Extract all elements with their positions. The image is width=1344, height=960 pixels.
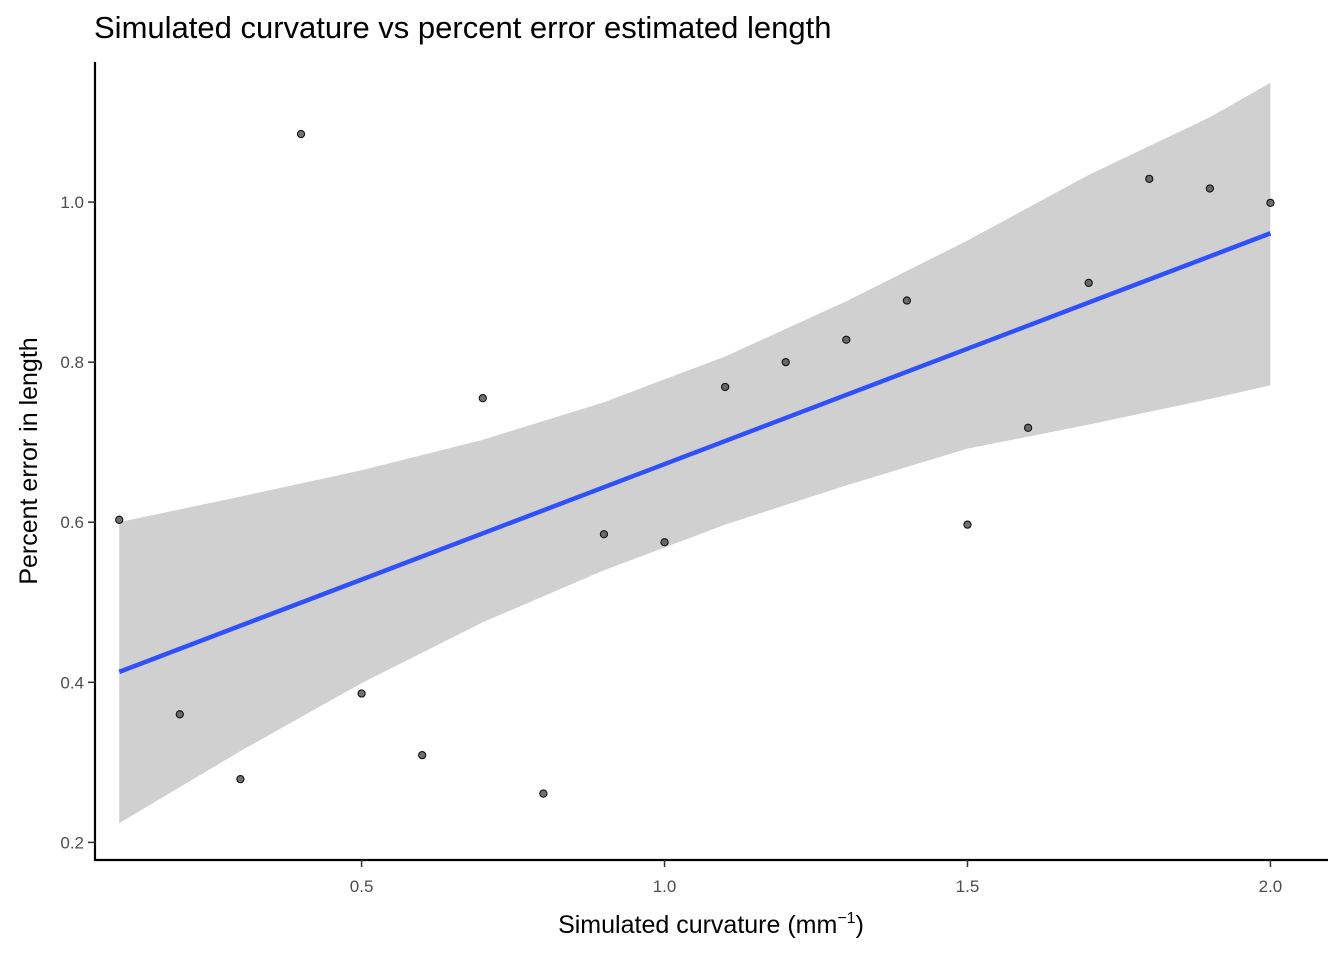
x-ticks: 0.5 1.0 1.5 2.0 bbox=[350, 860, 1282, 896]
y-tick-label: 0.6 bbox=[60, 513, 84, 532]
x-axis-title-main: Simulated curvature (mm bbox=[558, 911, 837, 939]
x-tick-label: 0.5 bbox=[350, 877, 374, 896]
data-point bbox=[660, 538, 669, 547]
x-tick-label: 2.0 bbox=[1259, 877, 1283, 896]
y-ticks: 0.2 0.4 0.6 0.8 1.0 bbox=[60, 193, 95, 852]
y-tick-label: 1.0 bbox=[60, 193, 84, 212]
data-point bbox=[599, 530, 609, 539]
x-tick-label: 1.0 bbox=[653, 877, 677, 896]
data-point bbox=[1145, 174, 1154, 184]
data-point bbox=[175, 710, 184, 719]
x-axis-title-superscript: −1 bbox=[837, 910, 855, 927]
fit-line-layer bbox=[118, 231, 1272, 675]
data-point bbox=[236, 775, 245, 784]
data-point bbox=[720, 382, 730, 392]
data-point bbox=[902, 296, 912, 305]
data-point bbox=[963, 520, 972, 529]
y-tick-label: 0.8 bbox=[60, 353, 84, 372]
data-point bbox=[539, 789, 548, 798]
data-point bbox=[115, 515, 124, 524]
x-tick-label: 1.5 bbox=[956, 877, 980, 896]
data-point bbox=[1084, 278, 1093, 288]
regression-line bbox=[118, 231, 1272, 675]
y-tick-label: 0.2 bbox=[60, 833, 84, 852]
data-point bbox=[478, 394, 487, 403]
x-axis-title-close: ) bbox=[856, 911, 864, 939]
y-axis-title: Percent error in length bbox=[15, 337, 43, 584]
x-axis-title: Simulated curvature (mm−1) bbox=[558, 910, 864, 939]
chart-title: Simulated curvature vs percent error est… bbox=[94, 10, 832, 45]
data-point bbox=[1023, 423, 1033, 432]
data-point bbox=[842, 335, 851, 344]
data-point bbox=[1205, 184, 1215, 193]
points-layer bbox=[115, 129, 1275, 798]
data-point bbox=[1266, 198, 1275, 208]
data-point bbox=[781, 358, 790, 367]
y-tick-label: 0.4 bbox=[60, 673, 84, 692]
data-point bbox=[357, 689, 366, 698]
data-point bbox=[418, 750, 427, 760]
data-point bbox=[296, 129, 306, 139]
